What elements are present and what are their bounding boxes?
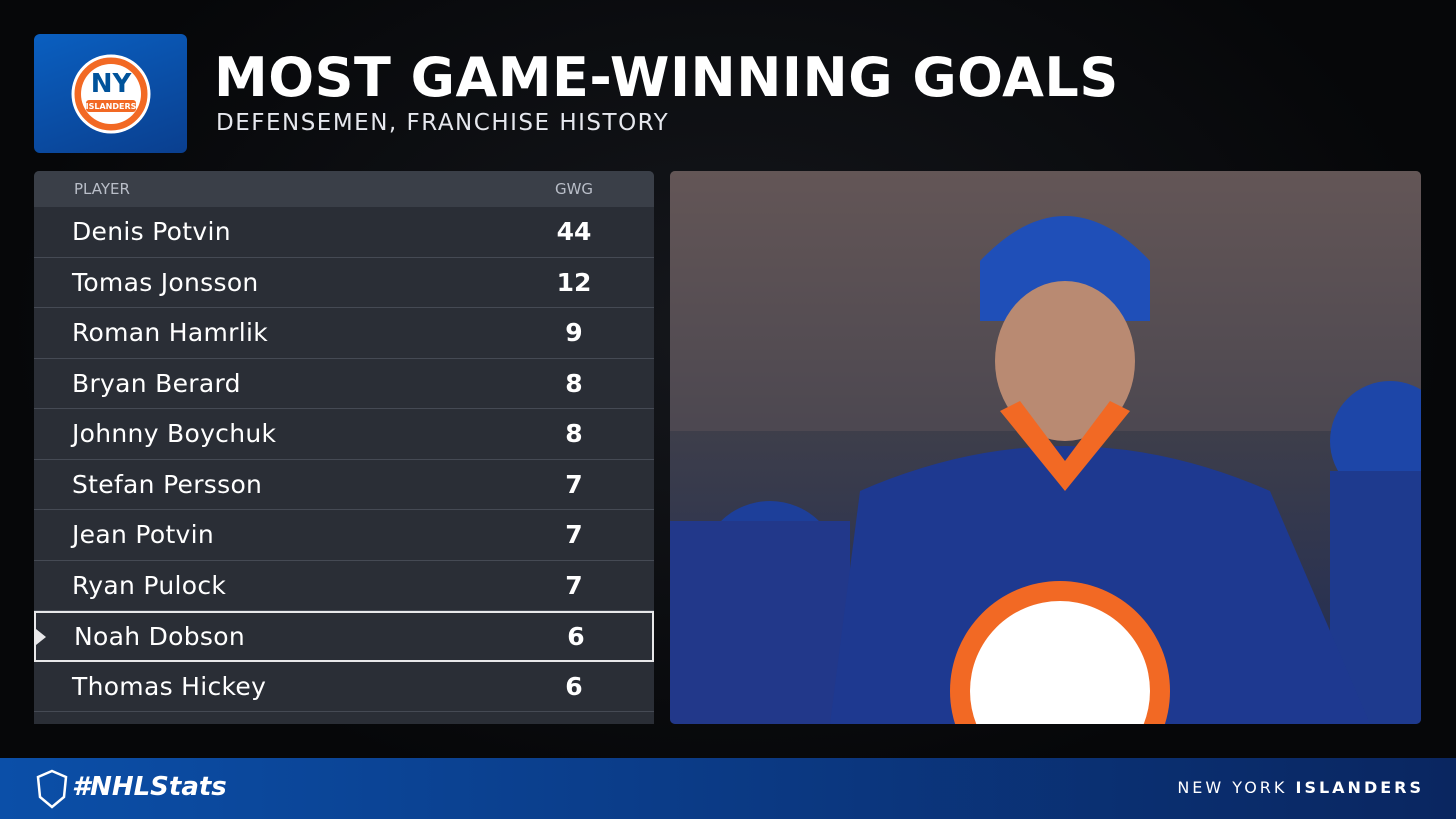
player-name: Noah Dobson [74,621,245,651]
table-row: Johnny Boychuk 8 [34,409,654,460]
team-wordmark: NEW YORK ISLANDERS [1177,778,1424,797]
table-row: Thomas Hickey 6 [34,662,654,712]
table-row: Ryan Pulock 7 [34,561,654,611]
gwg-value: 7 [565,570,583,600]
gwg-value: 12 [556,267,592,297]
logo-graphic: NY ISLANDERS [71,54,151,134]
gwg-value: 9 [565,318,583,348]
player-name: Thomas Hickey [72,671,267,701]
subtitle: DEFENSEMEN, FRANCHISE HISTORY [216,110,670,136]
gwg-value: 44 [556,217,592,247]
logo-name: ISLANDERS [86,102,137,111]
table-row: Stefan Persson 7 [34,460,654,510]
gwg-value: 8 [565,368,583,398]
league-shield [36,769,68,809]
gwg-value: 6 [567,621,585,651]
column-header: GWG [554,180,594,198]
gwg-value: 8 [565,419,583,449]
table-row: Roman Hamrlik 9 [34,308,654,359]
player-name: Denis Potvin [72,217,231,247]
footer-bar: #NHLStats NEW YORK ISLANDERS [0,758,1456,819]
player-name: Ryan Pulock [72,570,227,600]
player-face [995,281,1135,441]
table-row: Bryan Berard 8 [34,359,654,409]
jersey-crest-inner [970,601,1150,724]
title: MOST GAME-WINNING GOALS [214,46,1119,109]
team-city: NEW YORK [1177,778,1288,797]
player-helmet [980,216,1150,321]
table-row: Denis Potvin 44 [34,207,654,258]
team-logo: NY ISLANDERS [34,34,187,153]
gwg-value: 7 [565,469,583,499]
gwg-value: 7 [565,520,583,550]
player-name: Roman Hamrlik [72,318,269,348]
player-photo [670,171,1421,724]
table-row: Tomas Jonsson 12 [34,258,654,308]
photo-illustration [670,171,1421,724]
jersey-collar [1000,401,1130,491]
column-header: PLAYER [74,180,130,198]
player-name: Bryan Berard [72,368,241,398]
logo-text: NY [91,69,133,99]
player-name: Jean Potvin [72,520,215,550]
table-row: Jean Potvin 7 [34,510,654,561]
teammate-jersey [670,521,850,724]
logo-banner [86,100,136,112]
table-row: Noah Dobson 6 [34,611,654,662]
gwg-value: 6 [565,671,583,701]
shield-outline [36,769,68,809]
player-name: Stefan Persson [72,469,263,499]
table-header: PLAYER GWG [34,171,654,207]
hashtag: #NHLStats [72,772,227,802]
player-name: Tomas Jonsson [72,267,259,297]
stats-table: PLAYER GWG Denis Potvin 44 Tomas Jonsson 12… [34,171,654,724]
player-name: Johnny Boychuk [72,419,277,449]
teammate-helmet [1330,381,1421,501]
team-name: ISLANDERS [1295,778,1424,797]
